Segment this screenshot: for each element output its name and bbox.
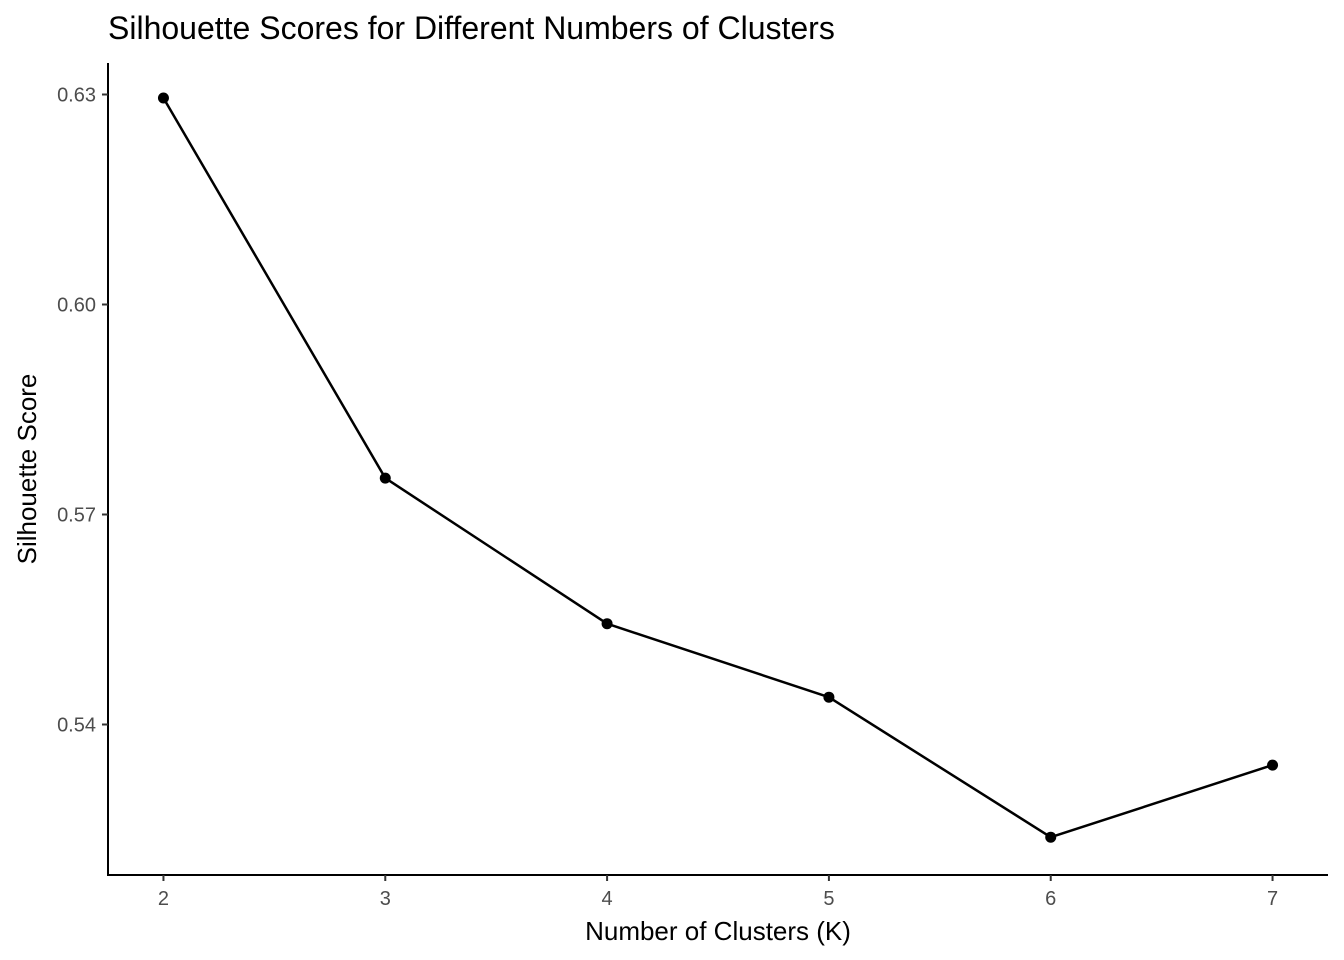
data-point (379, 472, 391, 484)
data-point (1267, 759, 1279, 771)
y-tick-label: 0.60 (57, 295, 96, 317)
y-tick-label: 0.54 (57, 715, 96, 737)
plot-area (157, 92, 1279, 843)
y-axis-ticks: 0.54 0.57 0.60 0.63 (57, 85, 108, 737)
data-point (1045, 831, 1057, 843)
x-tick-label: 5 (823, 888, 834, 910)
series-line (162, 97, 1273, 839)
x-axis-title: Number of Clusters (K) (585, 916, 851, 946)
x-tick-label: 3 (380, 888, 391, 910)
y-tick-label: 0.57 (57, 505, 96, 527)
data-point (157, 92, 169, 104)
x-axis-ticks: 2 3 4 5 6 7 (158, 875, 1278, 910)
series-layer (157, 92, 1279, 843)
chart-title: Silhouette Scores for Different Numbers … (108, 10, 835, 46)
data-point (601, 618, 613, 630)
x-tick-label: 6 (1045, 888, 1056, 910)
x-tick-label: 2 (158, 888, 169, 910)
x-tick-label: 4 (602, 888, 613, 910)
x-tick-label: 7 (1267, 888, 1278, 910)
y-tick-label: 0.63 (57, 85, 96, 107)
y-axis-title: Silhouette Score (12, 374, 42, 565)
data-point (823, 691, 835, 703)
